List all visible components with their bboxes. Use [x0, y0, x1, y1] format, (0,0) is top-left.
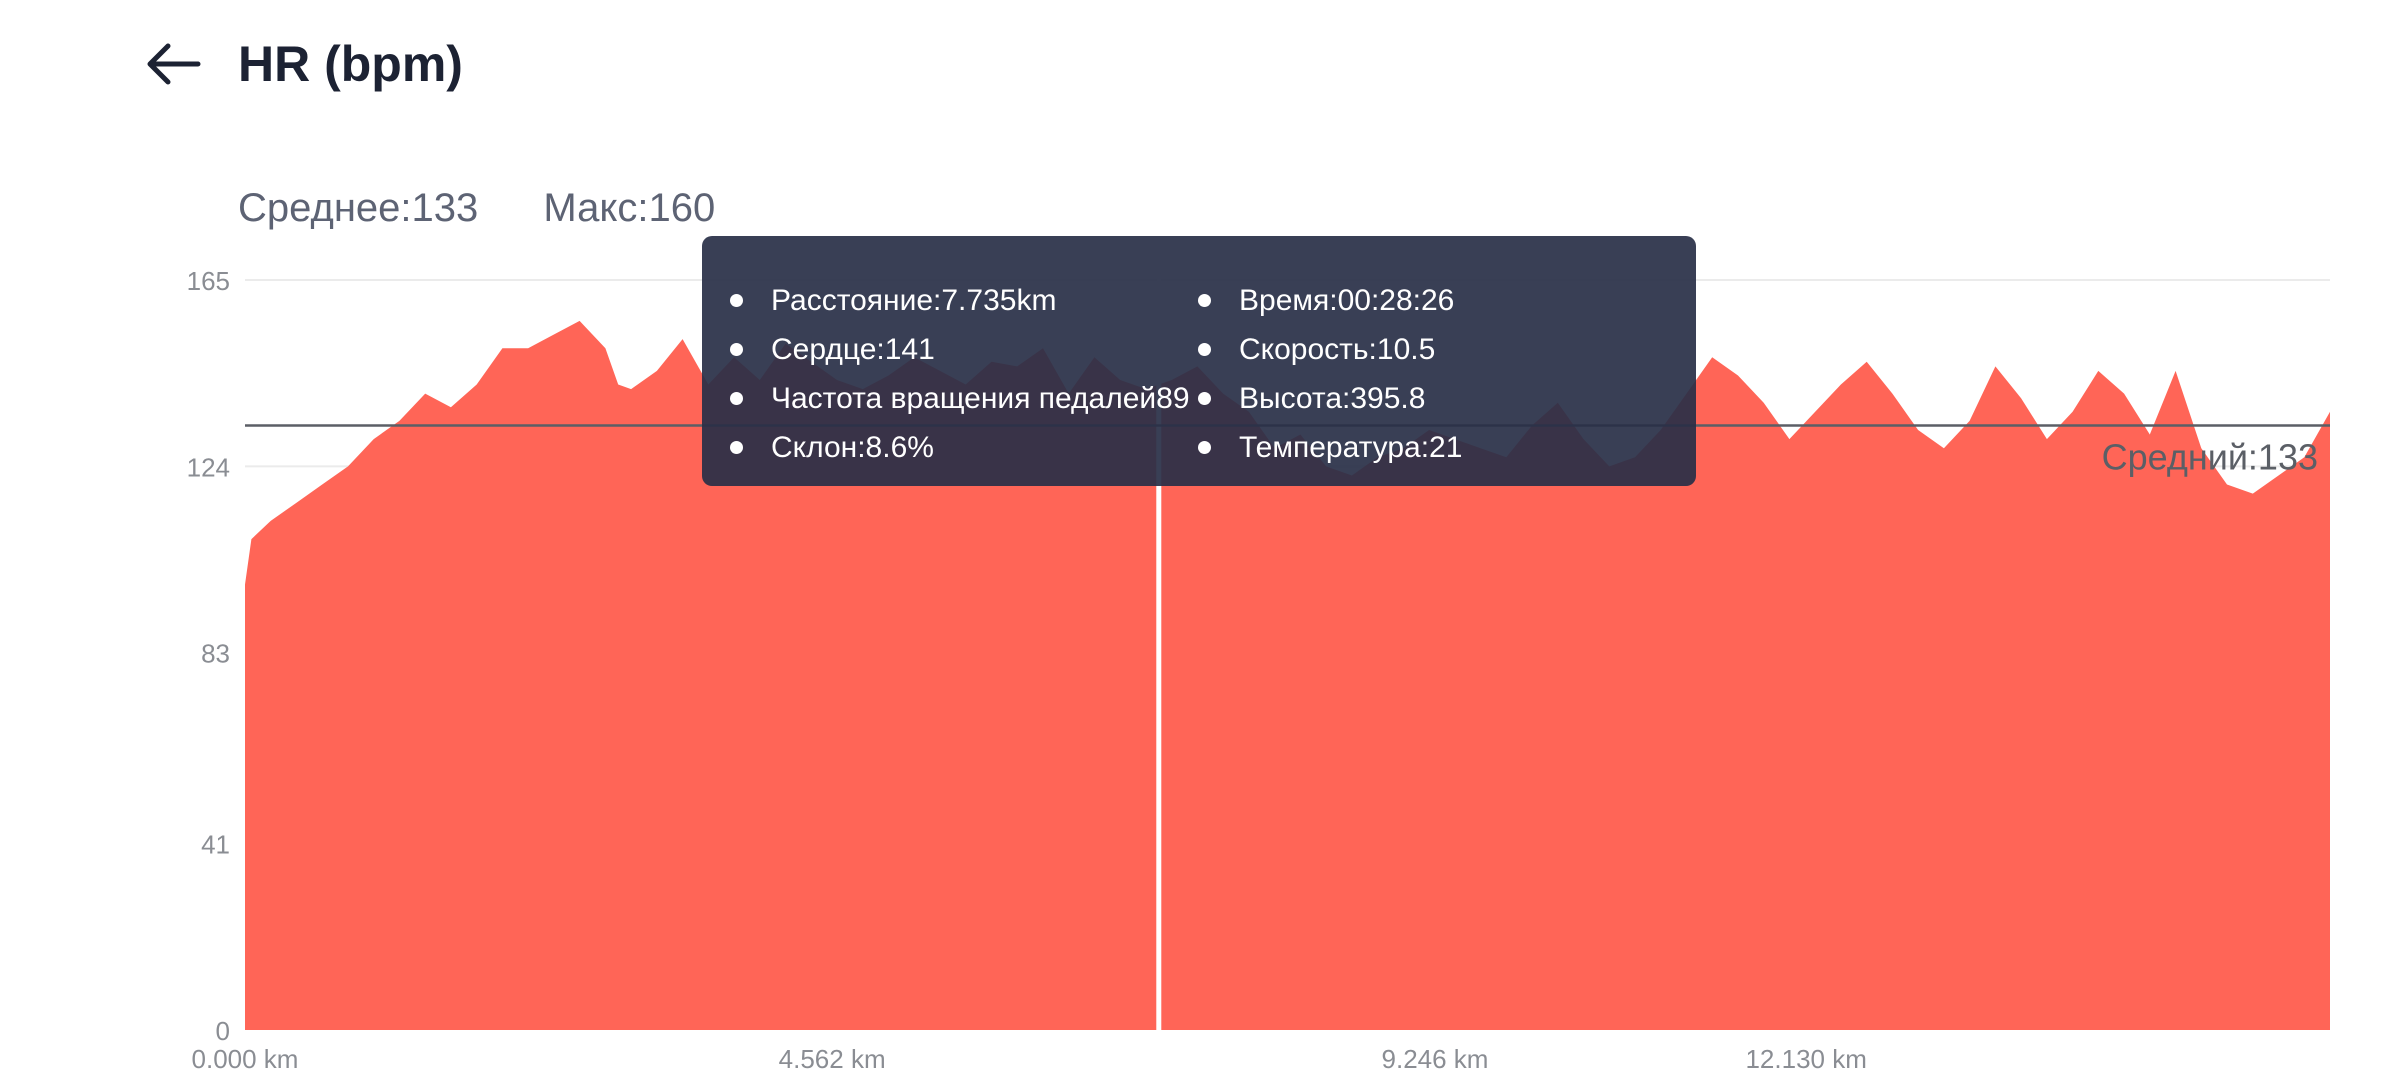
x-tick-label: 0.000 km [192, 1044, 299, 1074]
tooltip-altitude: Высота:395.8 [1239, 382, 1426, 415]
y-tick-label: 41 [201, 830, 230, 860]
tooltip-item: Частота вращения педалей89 [730, 374, 1190, 423]
tooltip-time: Время:00:28:26 [1239, 284, 1455, 317]
header-bar: HR (bpm) [0, 0, 2400, 130]
hr-area-series [245, 320, 2330, 1030]
y-tick-label: 83 [201, 639, 230, 669]
tooltip-left-column: Расстояние:7.735km Сердце:141 Частота вр… [730, 276, 1190, 472]
tooltip-item: Время:00:28:26 [1198, 276, 1462, 325]
bullet-icon [730, 441, 743, 454]
x-tick-label: 12.130 km [1745, 1044, 1866, 1074]
tooltip-item: Расстояние:7.735km [730, 276, 1190, 325]
tooltip-item: Сердце:141 [730, 325, 1190, 374]
back-button[interactable] [140, 30, 208, 98]
x-tick-label: 9.246 km [1382, 1044, 1489, 1074]
bullet-icon [730, 294, 743, 307]
tooltip-temperature: Температура:21 [1239, 431, 1463, 464]
y-tick-label: 0 [216, 1016, 230, 1046]
bullet-icon [730, 343, 743, 356]
tooltip-item: Скорость:10.5 [1198, 325, 1462, 374]
tooltip-item: Склон:8.6% [730, 423, 1190, 472]
tooltip-item: Высота:395.8 [1198, 374, 1462, 423]
summary-stats: Среднее:133 Макс:160 [238, 186, 769, 231]
tooltip-heart: Сердце:141 [771, 333, 935, 366]
data-tooltip: Расстояние:7.735km Сердце:141 Частота вр… [702, 236, 1696, 486]
average-stat: Среднее:133 [238, 186, 479, 230]
arrow-left-icon [147, 43, 201, 85]
y-tick-label: 124 [187, 452, 230, 482]
bullet-icon [730, 392, 743, 405]
tooltip-speed: Скорость:10.5 [1239, 333, 1436, 366]
bullet-icon [1198, 441, 1211, 454]
average-line-label: Средний:133 [2102, 436, 2318, 477]
bullet-icon [1198, 392, 1211, 405]
y-tick-label: 165 [187, 266, 230, 296]
bullet-icon [1198, 294, 1211, 307]
tooltip-distance: Расстояние:7.735km [771, 284, 1057, 317]
tooltip-item: Температура:21 [1198, 423, 1462, 472]
page-title: HR (bpm) [238, 36, 463, 92]
x-tick-label: 4.562 km [779, 1044, 886, 1074]
max-stat: Макс:160 [543, 186, 716, 230]
bullet-icon [1198, 343, 1211, 356]
tooltip-right-column: Время:00:28:26 Скорость:10.5 Высота:395.… [1198, 276, 1462, 472]
tooltip-grade: Склон:8.6% [771, 431, 934, 464]
tooltip-cadence: Частота вращения педалей89 [771, 382, 1190, 415]
